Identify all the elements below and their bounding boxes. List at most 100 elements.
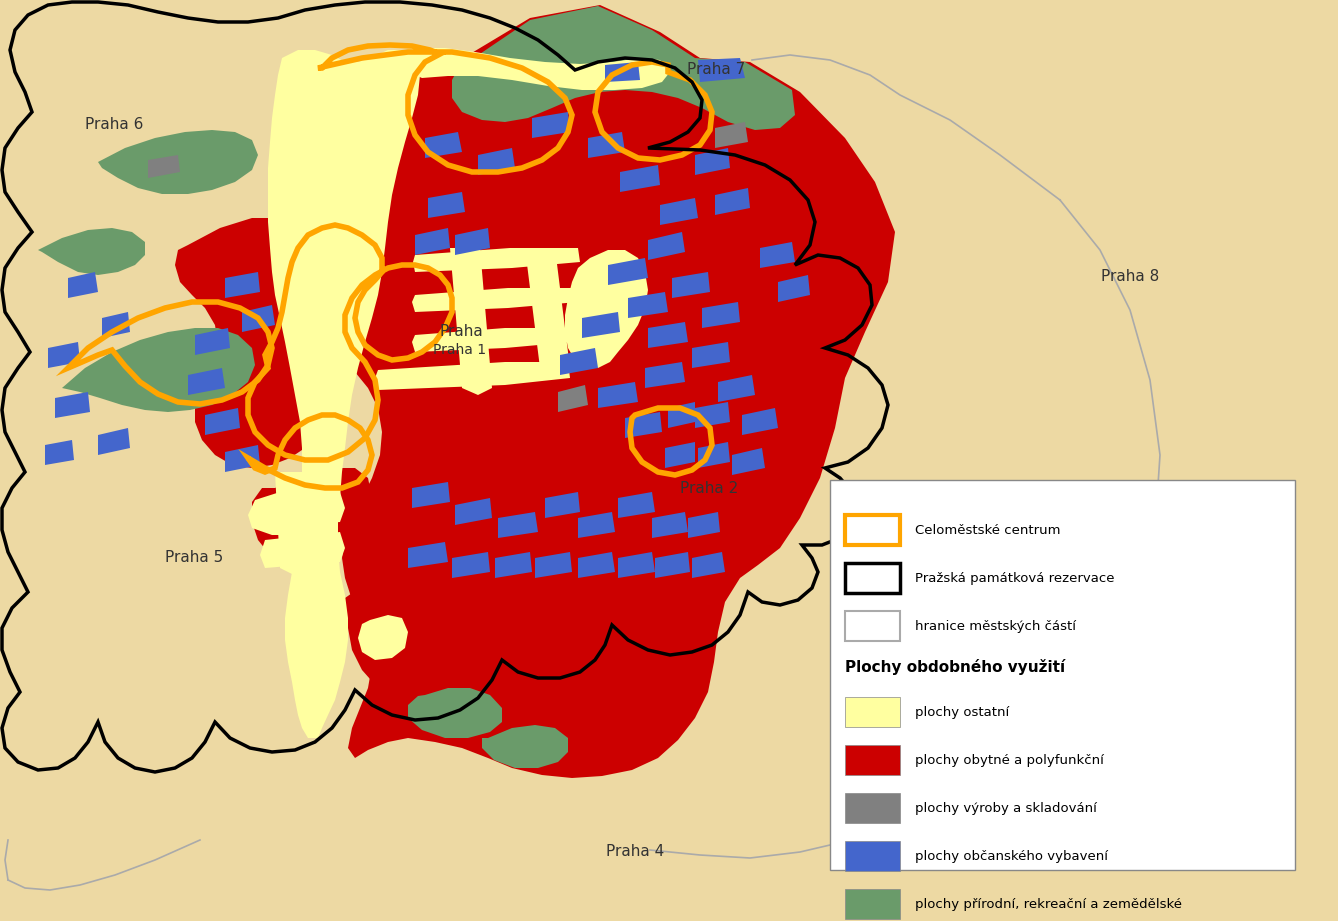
Polygon shape	[694, 402, 731, 428]
Polygon shape	[524, 248, 570, 375]
Polygon shape	[656, 552, 690, 578]
Polygon shape	[598, 382, 638, 408]
Polygon shape	[565, 250, 648, 368]
Text: hranice městských částí: hranice městských částí	[915, 620, 1076, 633]
FancyBboxPatch shape	[846, 697, 900, 727]
Polygon shape	[495, 552, 533, 578]
Text: plochy ostatní: plochy ostatní	[915, 705, 1009, 718]
Text: Praha 4: Praha 4	[606, 845, 665, 859]
Polygon shape	[98, 130, 258, 194]
Polygon shape	[175, 218, 348, 468]
Polygon shape	[452, 6, 795, 130]
Polygon shape	[760, 242, 795, 268]
Polygon shape	[558, 385, 587, 412]
Text: plochy přírodní, rekreační a zemědělské: plochy přírodní, rekreační a zemědělské	[915, 897, 1181, 911]
Polygon shape	[672, 272, 710, 298]
FancyBboxPatch shape	[846, 563, 900, 593]
Text: Praha 5: Praha 5	[165, 550, 223, 565]
Polygon shape	[260, 532, 345, 568]
Text: Praha: Praha	[440, 324, 483, 339]
FancyBboxPatch shape	[846, 515, 900, 545]
Text: Plochy obdobného využití: Plochy obdobného využití	[846, 659, 1065, 675]
Polygon shape	[607, 258, 648, 285]
Polygon shape	[625, 412, 662, 438]
Polygon shape	[652, 512, 688, 538]
Polygon shape	[55, 392, 90, 418]
Polygon shape	[618, 552, 656, 578]
Polygon shape	[45, 440, 74, 465]
Polygon shape	[478, 148, 515, 175]
Polygon shape	[425, 132, 462, 158]
Polygon shape	[605, 62, 640, 82]
Polygon shape	[260, 492, 345, 528]
Polygon shape	[149, 155, 181, 178]
Polygon shape	[339, 162, 379, 205]
Polygon shape	[343, 5, 895, 778]
Polygon shape	[698, 58, 745, 82]
Polygon shape	[195, 328, 230, 355]
Polygon shape	[578, 552, 615, 578]
Polygon shape	[498, 512, 538, 538]
Polygon shape	[452, 552, 490, 578]
Text: plochy občanského vybavení: plochy občanského vybavení	[915, 849, 1108, 862]
Text: Celoměstské centrum: Celoměstské centrum	[915, 523, 1061, 537]
Polygon shape	[578, 512, 615, 538]
Polygon shape	[692, 342, 731, 368]
Text: Praha 7: Praha 7	[686, 62, 745, 76]
Polygon shape	[412, 288, 578, 312]
Polygon shape	[561, 348, 598, 375]
FancyBboxPatch shape	[846, 611, 900, 641]
Polygon shape	[587, 132, 625, 158]
FancyBboxPatch shape	[846, 745, 900, 775]
Polygon shape	[660, 198, 698, 225]
Polygon shape	[619, 165, 660, 192]
Polygon shape	[545, 492, 579, 518]
Text: Praha 8: Praha 8	[1101, 269, 1160, 284]
Polygon shape	[533, 112, 570, 138]
FancyBboxPatch shape	[830, 480, 1295, 870]
Polygon shape	[408, 542, 448, 568]
Polygon shape	[98, 428, 130, 455]
Polygon shape	[62, 328, 256, 412]
Polygon shape	[482, 725, 569, 768]
Polygon shape	[535, 552, 573, 578]
Polygon shape	[582, 312, 619, 338]
Text: Pražská památková rezervace: Pražská památková rezervace	[915, 572, 1115, 585]
FancyBboxPatch shape	[846, 793, 900, 823]
Polygon shape	[743, 408, 777, 435]
Polygon shape	[688, 512, 720, 538]
Text: Praha 6: Praha 6	[84, 117, 143, 132]
Polygon shape	[719, 375, 755, 402]
Text: Praha 1: Praha 1	[434, 343, 487, 357]
Polygon shape	[648, 232, 685, 260]
Text: Praha 3: Praha 3	[1115, 518, 1173, 532]
Polygon shape	[645, 362, 685, 388]
Polygon shape	[714, 188, 751, 215]
Polygon shape	[668, 402, 694, 428]
FancyBboxPatch shape	[846, 841, 900, 871]
Polygon shape	[345, 568, 522, 712]
Polygon shape	[37, 228, 145, 275]
Polygon shape	[252, 468, 372, 568]
Polygon shape	[665, 442, 694, 468]
Polygon shape	[714, 122, 748, 148]
Polygon shape	[205, 408, 240, 435]
Polygon shape	[702, 302, 740, 328]
Polygon shape	[413, 248, 579, 272]
Polygon shape	[455, 228, 490, 255]
Polygon shape	[455, 498, 492, 525]
Text: plochy obytné a polyfunkční: plochy obytné a polyfunkční	[915, 753, 1104, 766]
Polygon shape	[248, 492, 325, 535]
Polygon shape	[242, 305, 276, 332]
Polygon shape	[412, 328, 573, 352]
Polygon shape	[225, 445, 260, 472]
Polygon shape	[401, 48, 670, 90]
Polygon shape	[648, 322, 688, 348]
Polygon shape	[408, 688, 502, 738]
Polygon shape	[698, 442, 731, 468]
Polygon shape	[415, 228, 450, 255]
Polygon shape	[450, 248, 492, 395]
Polygon shape	[276, 472, 308, 575]
Text: plochy výroby a skladování: plochy výroby a skladování	[915, 801, 1097, 814]
Polygon shape	[618, 492, 656, 518]
